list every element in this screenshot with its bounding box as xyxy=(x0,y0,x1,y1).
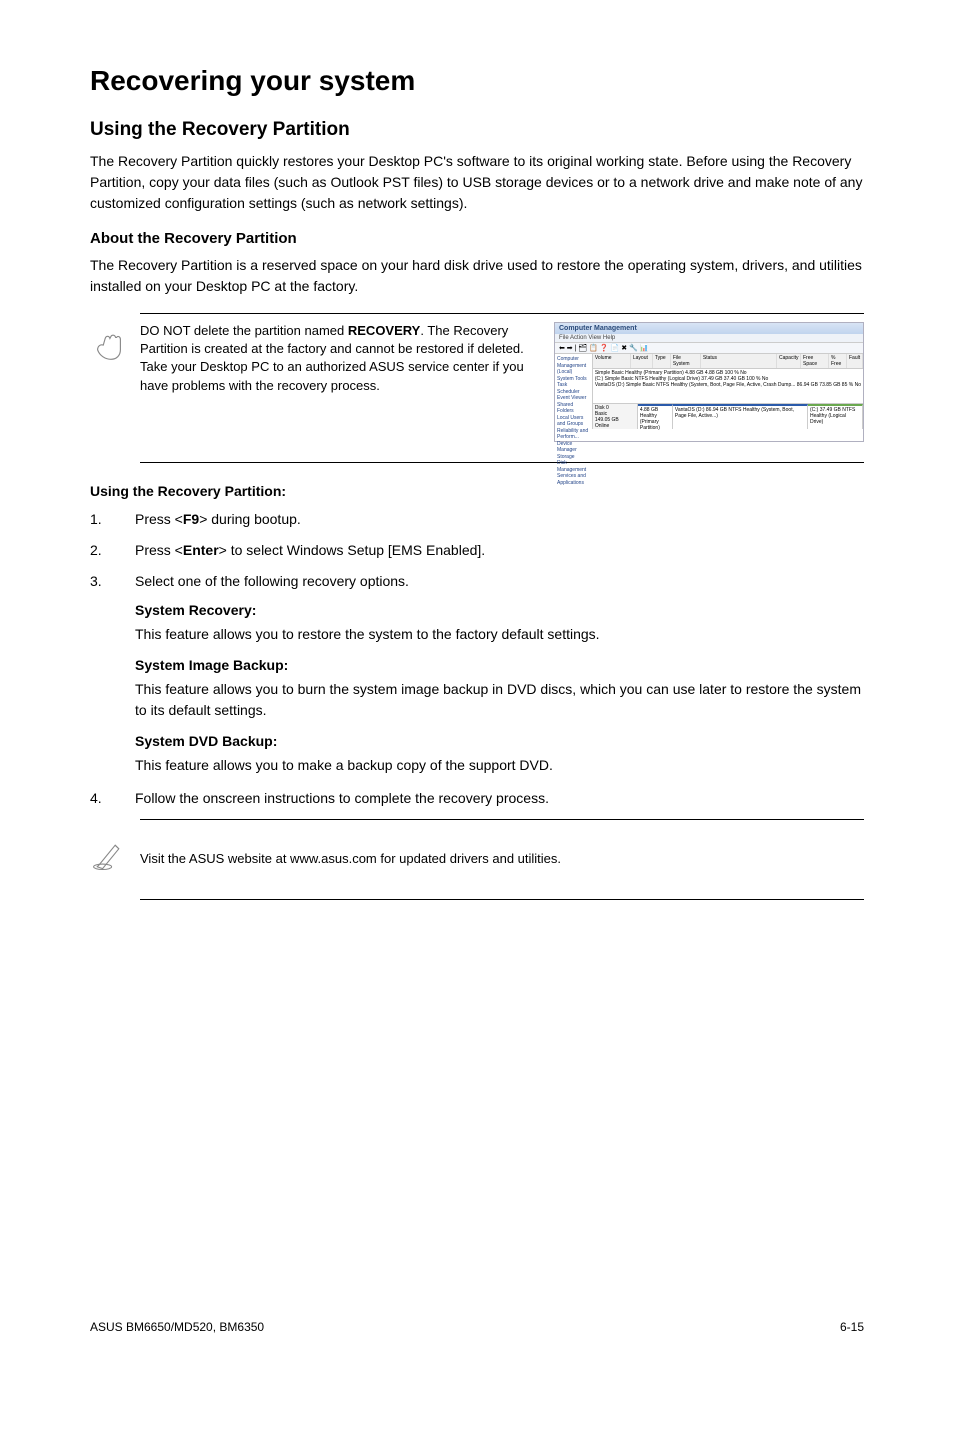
step1-pre: Press < xyxy=(135,511,183,527)
step-2: 2. Press <Enter> to select Windows Setup… xyxy=(90,540,864,561)
page-footer: ASUS BM6650/MD520, BM6350 6-15 xyxy=(90,1320,864,1334)
option-2-text: This feature allows you to burn the syst… xyxy=(135,679,864,721)
step-number: 1. xyxy=(90,509,135,530)
col-status: Status xyxy=(701,354,777,368)
col-fault: Fault xyxy=(847,354,863,368)
step-number: 3. xyxy=(90,571,135,592)
note-callout: Visit the ASUS website at www.asus.com f… xyxy=(90,838,864,879)
cm-titlebar: Computer Management xyxy=(555,323,863,334)
divider xyxy=(140,313,864,314)
tree-item: Computer Management (Local) xyxy=(557,356,590,376)
option-1-heading: System Recovery: xyxy=(135,602,864,618)
col-free: Free Space xyxy=(801,354,829,368)
partition-2: VantaOS (D:) 86.94 GB NTFS Healthy (Syst… xyxy=(673,404,808,429)
using-heading: Using the Recovery Partition: xyxy=(90,483,864,499)
step2-post: > to select Windows Setup [EMS Enabled]. xyxy=(219,542,486,558)
disk-label: Disk 0 Basic 149.05 GB Online xyxy=(593,404,638,429)
warning-bold: RECOVERY xyxy=(348,323,420,338)
grid-row: VantaOS (D:) Simple Basic NTFS Healthy (… xyxy=(595,382,861,388)
step-1: 1. Press <F9> during bootup. xyxy=(90,509,864,530)
step2-key: Enter xyxy=(183,542,219,558)
tree-item: Local Users and Groups xyxy=(557,415,590,428)
step-number: 4. xyxy=(90,788,135,809)
partition-1: 4.88 GB Healthy (Primary Partition) xyxy=(638,404,673,429)
step-number: 2. xyxy=(90,540,135,561)
footer-left: ASUS BM6650/MD520, BM6350 xyxy=(90,1320,264,1334)
pencil-icon xyxy=(90,838,140,879)
divider xyxy=(140,819,864,820)
divider xyxy=(140,462,864,463)
tree-item: Device Manager xyxy=(557,441,590,454)
tree-item: Shared Folders xyxy=(557,402,590,415)
about-text: The Recovery Partition is a reserved spa… xyxy=(90,255,864,297)
footer-right: 6-15 xyxy=(840,1320,864,1334)
step1-key: F9 xyxy=(183,511,199,527)
col-cap: Capacity xyxy=(777,354,801,368)
step2-pre: Press < xyxy=(135,542,183,558)
col-fs: File System xyxy=(671,354,701,368)
tree-item: Event Viewer xyxy=(557,395,590,402)
tree-item: Reliability and Perform... xyxy=(557,428,590,441)
option-1-text: This feature allows you to restore the s… xyxy=(135,624,864,645)
step-text: Follow the onscreen instructions to comp… xyxy=(135,788,864,809)
option-3-text: This feature allows you to make a backup… xyxy=(135,755,864,776)
divider xyxy=(140,899,864,900)
section-intro: The Recovery Partition quickly restores … xyxy=(90,151,864,214)
step-3: 3. Select one of the following recovery … xyxy=(90,571,864,592)
step-text: Press <F9> during bootup. xyxy=(135,509,864,530)
warning-text: DO NOT delete the partition named RECOVE… xyxy=(140,322,539,395)
step1-post: > during bootup. xyxy=(199,511,301,527)
cm-menu: File Action View Help xyxy=(555,334,863,343)
col-pct: % Free xyxy=(829,354,847,368)
step-text: Press <Enter> to select Windows Setup [E… xyxy=(135,540,864,561)
warning-pre: DO NOT delete the partition named xyxy=(140,323,348,338)
page-title: Recovering your system xyxy=(90,65,864,97)
warning-callout: DO NOT delete the partition named RECOVE… xyxy=(90,322,864,442)
computer-management-screenshot: Computer Management File Action View Hel… xyxy=(554,322,864,442)
tree-item: Services and Applications xyxy=(557,473,590,486)
note-text: Visit the ASUS website at www.asus.com f… xyxy=(140,851,864,866)
col-type: Type xyxy=(653,354,671,368)
cm-disk-row: Disk 0 Basic 149.05 GB Online 4.88 GB He… xyxy=(593,403,863,429)
about-heading: About the Recovery Partition xyxy=(90,230,864,247)
option-3-heading: System DVD Backup: xyxy=(135,733,864,749)
col-layout: Layout xyxy=(631,354,653,368)
step-4: 4. Follow the onscreen instructions to c… xyxy=(90,788,864,809)
cm-tree: Computer Management (Local) System Tools… xyxy=(555,354,593,429)
step-text: Select one of the following recovery opt… xyxy=(135,571,864,592)
cm-grid-header: Volume Layout Type File System Status Ca… xyxy=(593,354,863,369)
tree-item: Task Scheduler xyxy=(557,382,590,395)
cm-toolbar: ⬅ ➡ | 🗂 📋 ❓ 📄 ✖ 🔧 📊 xyxy=(555,343,863,354)
col-volume: Volume xyxy=(593,354,631,368)
tree-item: Disk Management xyxy=(557,460,590,473)
section-heading: Using the Recovery Partition xyxy=(90,119,864,141)
hand-icon xyxy=(90,322,140,370)
option-2-heading: System Image Backup: xyxy=(135,657,864,673)
partition-3: (C:) 37.49 GB NTFS Healthy (Logical Driv… xyxy=(808,404,863,429)
cm-grid-rows: Simple Basic Healthy (Primary Partition)… xyxy=(593,369,863,403)
